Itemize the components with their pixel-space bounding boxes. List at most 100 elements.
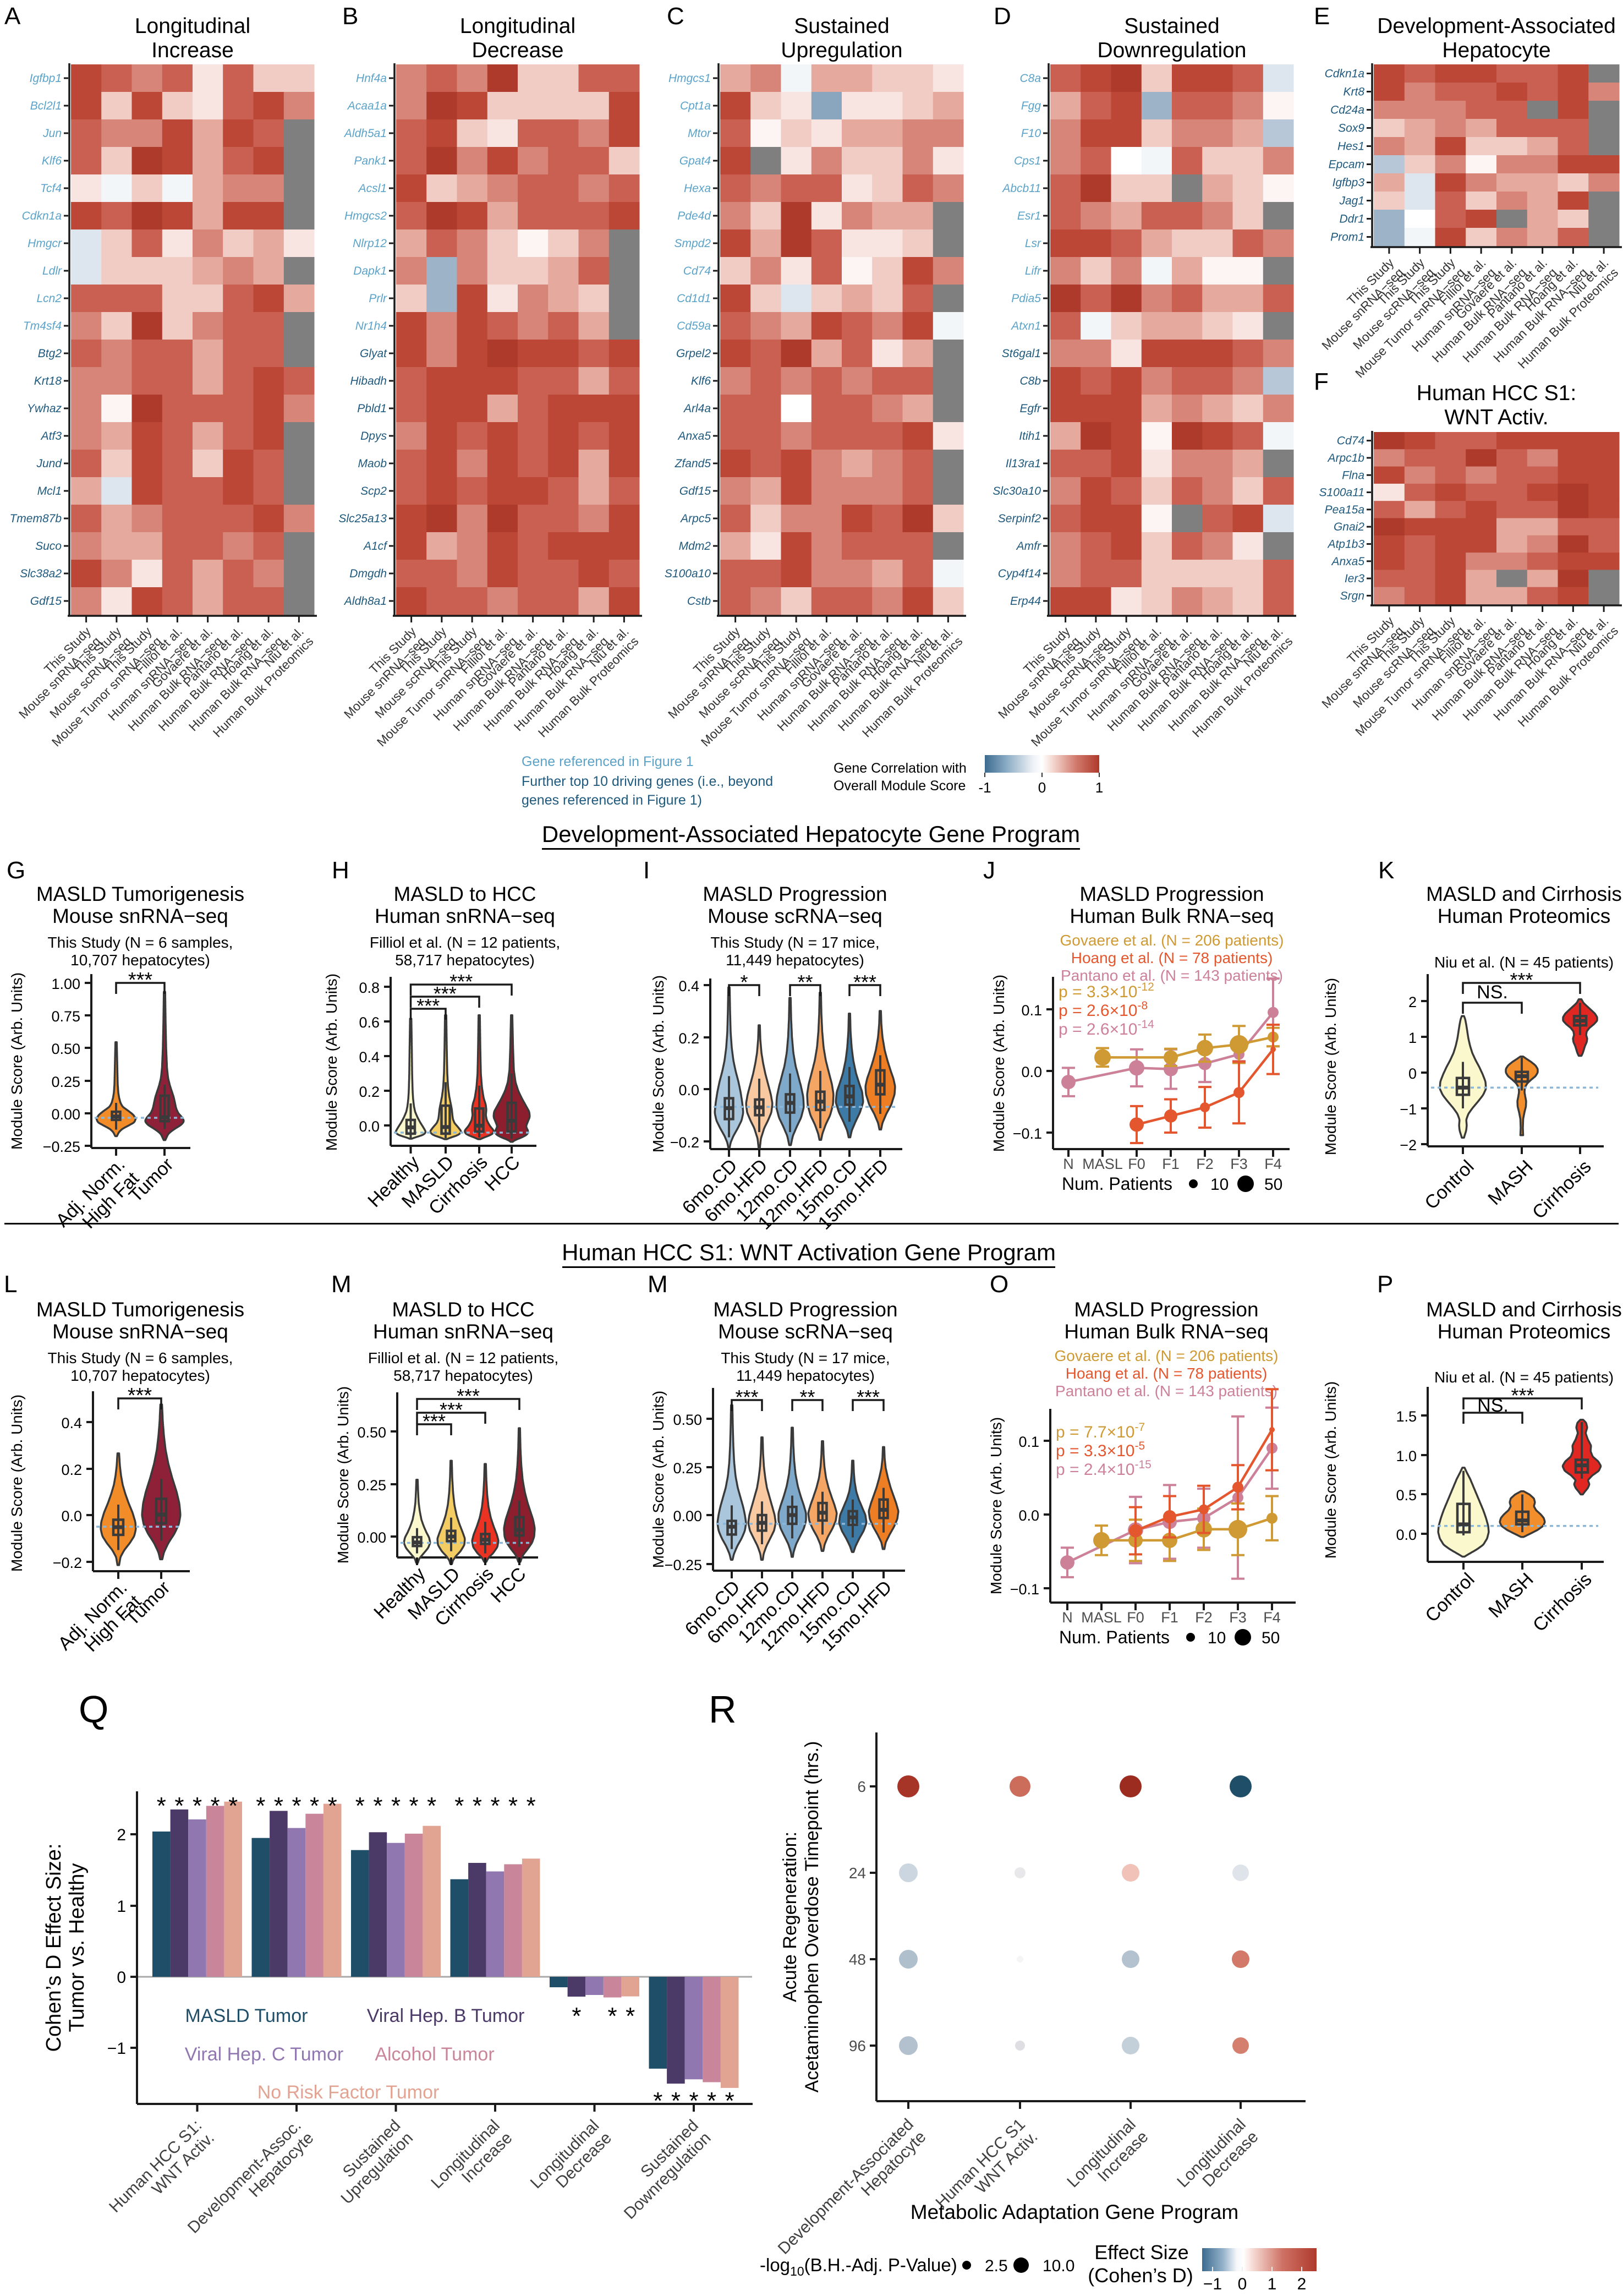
svg-text:Module Score (Arb. Units): Module Score (Arb. Units) <box>990 975 1007 1152</box>
svg-text:***: *** <box>440 1398 463 1421</box>
svg-text:F0: F0 <box>1128 1156 1145 1172</box>
svg-text:*: * <box>508 1792 518 1819</box>
svg-text:Mouse snRNA−seq: Mouse snRNA−seq <box>52 1320 228 1343</box>
svg-text:*: * <box>608 2003 617 2030</box>
svg-text:P: P <box>1377 1271 1393 1298</box>
svg-text:Niu et al. (N = 45 patients): Niu et al. (N = 45 patients) <box>1434 1369 1614 1386</box>
svg-text:Pbld1: Pbld1 <box>357 402 387 415</box>
svg-text:-1: -1 <box>978 779 991 796</box>
svg-text:0: 0 <box>1408 1065 1417 1082</box>
svg-text:Prlr: Prlr <box>369 292 387 305</box>
svg-text:Hibadh: Hibadh <box>350 375 387 387</box>
svg-text:Acute Regeneration:Acetaminoph: Acute Regeneration:Acetaminophen Overdos… <box>780 1741 823 2093</box>
svg-text:10: 10 <box>1210 1176 1229 1194</box>
svg-text:F0: F0 <box>1127 1609 1144 1626</box>
svg-text:Human Proteomics: Human Proteomics <box>1438 1320 1611 1343</box>
svg-text:*: * <box>707 2087 716 2114</box>
svg-text:Krt8: Krt8 <box>1343 86 1364 99</box>
svg-text:10.0: 10.0 <box>1043 2257 1074 2275</box>
svg-text:J: J <box>983 857 995 884</box>
svg-text:MASLD to HCC: MASLD to HCC <box>392 1298 534 1321</box>
svg-text:Pea15a: Pea15a <box>1325 504 1364 516</box>
svg-text:Cohen’s D Effect Size:Tumor vs: Cohen’s D Effect Size:Tumor vs. Healthy <box>42 1844 89 2052</box>
svg-text:F3: F3 <box>1230 1156 1248 1172</box>
svg-text:Atp1b3: Atp1b3 <box>1326 538 1364 550</box>
svg-text:F1: F1 <box>1162 1156 1180 1172</box>
svg-text:50: 50 <box>1262 1629 1280 1647</box>
svg-text:Slc38a2: Slc38a2 <box>20 567 62 580</box>
svg-text:N: N <box>1063 1156 1074 1172</box>
svg-text:E: E <box>1314 3 1330 30</box>
svg-text:St6gal1: St6gal1 <box>1002 347 1041 360</box>
svg-text:*: * <box>193 1792 202 1819</box>
svg-text:−0.2: −0.2 <box>670 1134 699 1151</box>
svg-text:Hepatocyte: Hepatocyte <box>1442 39 1550 62</box>
svg-text:−0.25: −0.25 <box>665 1557 702 1573</box>
svg-text:0.25: 0.25 <box>673 1460 702 1477</box>
svg-text:Mcl1: Mcl1 <box>37 485 62 498</box>
svg-text:Klf6: Klf6 <box>42 155 62 167</box>
svg-text:Il13ra1: Il13ra1 <box>1006 457 1041 470</box>
svg-text:Cyp4f14: Cyp4f14 <box>998 567 1041 580</box>
svg-text:Human snRNA−seq: Human snRNA−seq <box>373 1320 553 1343</box>
svg-text:Lsr: Lsr <box>1025 237 1041 250</box>
svg-text:Srgn: Srgn <box>1340 589 1364 602</box>
svg-text:10,707 hepatocytes): 10,707 hepatocytes) <box>70 952 210 969</box>
svg-text:Module Score (Arb. Units): Module Score (Arb. Units) <box>650 975 667 1152</box>
svg-text:C8b: C8b <box>1019 375 1041 387</box>
svg-text:Atf3: Atf3 <box>40 430 62 442</box>
svg-text:*: * <box>572 2003 581 2030</box>
svg-text:1: 1 <box>1408 1030 1417 1046</box>
svg-text:**: ** <box>799 1386 815 1408</box>
svg-text:0.0: 0.0 <box>678 1082 699 1098</box>
svg-text:Development-Associated Hepatoc: Development-Associated Hepatocyte Gene P… <box>542 821 1080 847</box>
svg-text:*: * <box>373 1792 382 1819</box>
svg-text:Human Proteomics: Human Proteomics <box>1438 905 1611 927</box>
svg-text:Human HCC S1: WNT Activation G: Human HCC S1: WNT Activation Gene Progra… <box>562 1239 1056 1265</box>
svg-text:6: 6 <box>857 1778 866 1795</box>
svg-text:This Study (N = 17 mice,: This Study (N = 17 mice, <box>710 934 879 951</box>
svg-text:***: *** <box>423 1410 446 1433</box>
svg-text:NS.: NS. <box>1477 982 1508 1003</box>
svg-text:S100a11: S100a11 <box>1319 486 1364 499</box>
svg-text:2.5: 2.5 <box>985 2257 1008 2275</box>
svg-text:0.25: 0.25 <box>357 1477 386 1494</box>
svg-text:MASL: MASL <box>1081 1609 1122 1626</box>
svg-text:*: * <box>256 1792 265 1819</box>
svg-text:*: * <box>454 1792 464 1819</box>
svg-text:Tcf4: Tcf4 <box>40 182 62 195</box>
svg-text:MASLD Progression: MASLD Progression <box>1079 883 1264 905</box>
svg-text:Lifr: Lifr <box>1025 265 1041 277</box>
svg-text:F4: F4 <box>1264 1156 1282 1172</box>
svg-text:*: * <box>626 2003 635 2030</box>
svg-text:Cd1d1: Cd1d1 <box>677 292 711 305</box>
svg-text:Sox9: Sox9 <box>1338 122 1364 135</box>
svg-text:M: M <box>648 1271 668 1298</box>
svg-text:Egfr: Egfr <box>1019 402 1041 415</box>
svg-text:Tm4sf4: Tm4sf4 <box>23 320 62 332</box>
svg-text:2: 2 <box>1297 2275 1307 2293</box>
svg-text:0.0: 0.0 <box>1021 1064 1042 1080</box>
svg-text:A1cf: A1cf <box>363 540 388 553</box>
svg-text:Filliol et al. (N = 12 patient: Filliol et al. (N = 12 patients, <box>368 1349 558 1366</box>
svg-text:Hmgcr: Hmgcr <box>28 237 62 250</box>
svg-text:0.4: 0.4 <box>61 1415 82 1431</box>
svg-text:***: *** <box>416 994 440 1017</box>
svg-text:2: 2 <box>117 1826 126 1844</box>
svg-text:Ywhaz: Ywhaz <box>27 402 62 415</box>
svg-text:*: * <box>689 2087 698 2114</box>
svg-text:Downregulation: Downregulation <box>1097 39 1246 62</box>
svg-text:***: *** <box>128 969 153 992</box>
svg-text:Arpc1b: Arpc1b <box>1326 452 1364 464</box>
svg-text:*: * <box>211 1792 220 1819</box>
svg-text:Dpys: Dpys <box>360 430 387 442</box>
svg-text:24: 24 <box>849 1865 866 1882</box>
svg-text:No Risk Factor Tumor: No Risk Factor Tumor <box>257 2082 440 2103</box>
svg-text:−1: −1 <box>1400 1101 1417 1118</box>
svg-text:Ier3: Ier3 <box>1345 572 1365 585</box>
svg-text:Gpat4: Gpat4 <box>679 155 711 167</box>
svg-text:0: 0 <box>117 1969 126 1987</box>
svg-text:Krt18: Krt18 <box>34 375 62 387</box>
svg-text:*: * <box>274 1792 283 1819</box>
svg-text:0.4: 0.4 <box>678 978 699 994</box>
